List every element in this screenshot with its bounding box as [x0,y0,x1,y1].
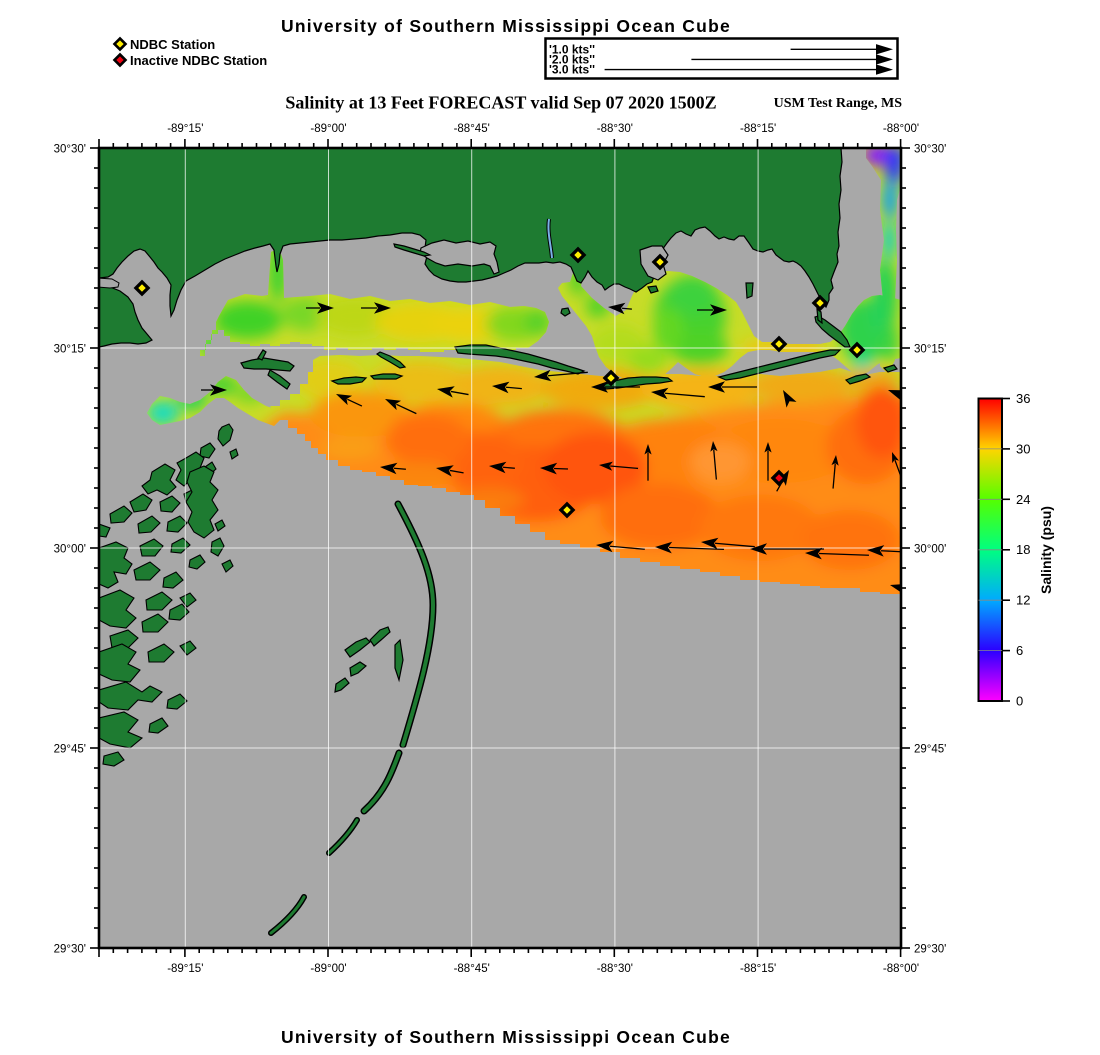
svg-text:Salinity at 13 Feet FORECAST v: Salinity at 13 Feet FORECAST valid Sep 0… [285,93,716,113]
svg-text:'3.0 kts'': '3.0 kts'' [549,63,595,77]
svg-text:30: 30 [1016,441,1030,456]
svg-text:-88°30': -88°30' [597,123,633,135]
svg-text:30°30': 30°30' [54,144,86,156]
svg-text:USM Test Range, MS: USM Test Range, MS [774,96,903,111]
svg-text:-89°15': -89°15' [167,123,203,135]
svg-text:30°30': 30°30' [914,144,946,156]
svg-text:29°30': 29°30' [54,944,86,956]
svg-text:24: 24 [1016,492,1030,507]
svg-text:18: 18 [1016,542,1030,557]
svg-text:6: 6 [1016,643,1023,658]
svg-text:30°15': 30°15' [914,344,946,356]
svg-text:-89°00': -89°00' [310,123,346,135]
svg-text:-89°00': -89°00' [310,963,346,975]
svg-text:30°15': 30°15' [54,344,86,356]
svg-text:36: 36 [1016,391,1030,406]
svg-text:0: 0 [1016,694,1023,709]
svg-text:University of Southern Mississ: University of Southern Mississippi Ocean… [281,16,731,36]
svg-text:-88°45': -88°45' [454,963,490,975]
svg-text:NDBC Station: NDBC Station [130,37,215,52]
svg-text:12: 12 [1016,593,1030,608]
svg-text:29°45': 29°45' [914,744,946,756]
svg-text:29°30': 29°30' [914,944,946,956]
svg-text:-88°30': -88°30' [597,963,633,975]
svg-text:-89°15': -89°15' [167,963,203,975]
svg-text:-88°00': -88°00' [883,963,919,975]
svg-text:30°00': 30°00' [54,544,86,556]
svg-text:Inactive NDBC Station: Inactive NDBC Station [130,53,267,68]
svg-text:University of Southern Mississ: University of Southern Mississippi Ocean… [281,1027,731,1047]
svg-text:30°00': 30°00' [914,544,946,556]
svg-text:-88°15': -88°15' [740,963,776,975]
svg-text:-88°00': -88°00' [883,123,919,135]
svg-text:-88°15': -88°15' [740,123,776,135]
svg-text:29°45': 29°45' [54,744,86,756]
svg-text:-88°45': -88°45' [454,123,490,135]
svg-text:Salinity (psu): Salinity (psu) [1038,506,1054,594]
